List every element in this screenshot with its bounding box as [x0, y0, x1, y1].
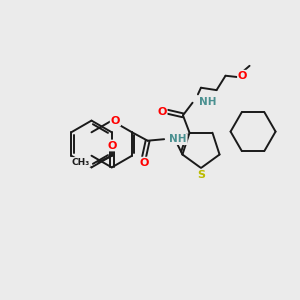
- Text: O: O: [111, 116, 120, 126]
- Text: O: O: [157, 107, 167, 117]
- Text: NH: NH: [199, 97, 216, 107]
- Text: O: O: [107, 140, 116, 151]
- Text: NH: NH: [169, 134, 187, 144]
- Text: O: O: [238, 71, 247, 81]
- Text: CH₃: CH₃: [72, 158, 90, 167]
- Text: O: O: [139, 158, 149, 168]
- Text: S: S: [197, 169, 205, 180]
